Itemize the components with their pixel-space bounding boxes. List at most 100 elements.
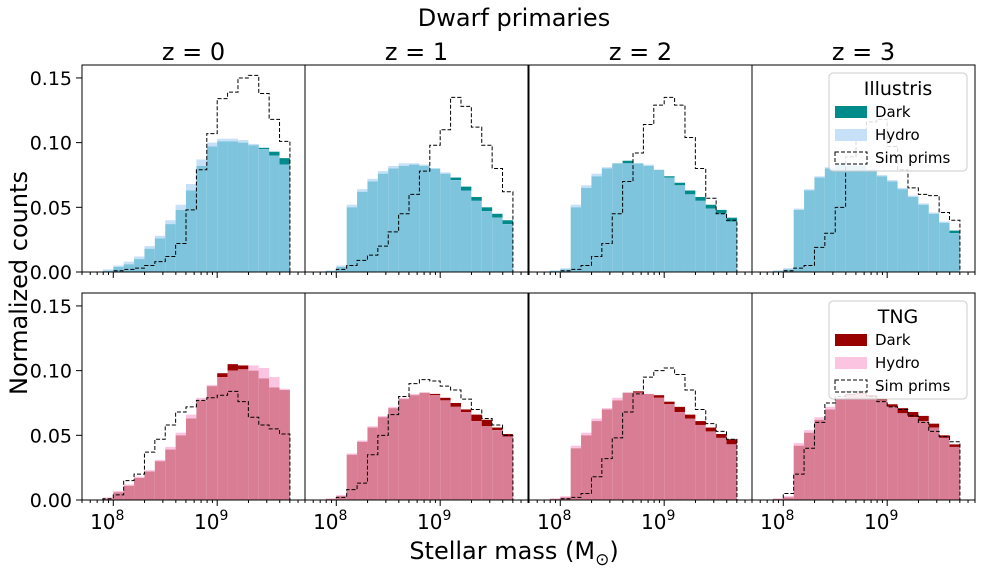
hydro-bar [939,221,950,223]
x-tick-label: 109 [641,508,675,534]
x-tick-exponent: 9 [666,508,675,524]
overlap-bar [772,270,784,272]
overlap-bar [367,181,378,272]
panels-layer: 0.00 0.05 0.10 0.15 z = 0 z = 1 z = 2 z = 3 Illu… [30,38,976,534]
hydro-bar [123,261,135,265]
hydro-bar [377,415,389,418]
overlap-bar [664,404,675,500]
overlap-bar [549,498,561,500]
x-axis-label-main: Stellar mass (M [409,537,595,565]
hydro-bar [570,445,582,449]
sim-prims-step [102,390,291,500]
overlap-bar [102,270,114,272]
panel-frame [751,64,976,273]
overlap-bar [113,492,124,500]
x-tick-exponent: 8 [116,508,125,524]
hydro-bar [793,208,805,210]
panel-row0-col2: z = 2 [528,38,753,278]
overlap-bar [772,498,784,500]
overlap-bar [471,200,482,272]
legend-swatch-dark [835,334,867,346]
hydro-bar [165,446,176,450]
hydro-bar [388,406,399,409]
dark-bar [460,186,472,191]
panel-row0-col3: z = 3 Illustris Dark Hydro Sim prims [751,38,976,278]
overlap-bar [845,395,857,500]
overlap-bar [783,269,794,272]
figure-suptitle: Dwarf primaries [418,4,610,32]
overlap-bar [612,163,623,272]
overlap-bar [502,436,513,500]
x-tick-label: 108 [760,508,794,534]
overlap-bar [856,393,867,500]
hydro-bar [144,246,155,249]
overlap-bar [248,145,259,272]
overlap-bar [186,190,197,272]
hydro-bar [196,397,207,401]
x-tick-base: 10 [194,510,219,534]
dark-bar [217,373,228,378]
overlap-bar [783,497,794,500]
sim-prims-step [325,96,514,273]
overlap-bar [186,418,197,500]
overlap-bar [357,441,368,500]
hydro-bar [206,384,218,387]
overlap-bar [897,413,908,500]
hydro-bar [217,138,228,142]
hydro-bar [336,494,347,497]
legend-entry: Hydro [875,126,920,144]
dark-bar [726,439,737,445]
overlap-bar [835,164,846,272]
overlap-bar [196,165,207,272]
hydro-bar [601,408,613,410]
overlap-bar [165,449,176,500]
x-tick-label: 108 [313,508,347,534]
legend-illustris: Illustris Dark Hydro Sim prims [828,72,968,172]
overlap-bar [928,213,940,272]
overlap-bar [622,163,634,272]
legend-swatch-hydro [835,129,867,141]
hydro-bar [357,189,368,192]
x-tick-exponent: 9 [889,508,898,524]
hydro-bar [269,377,280,388]
y-axis-label: Normalized counts [5,171,33,395]
overlap-bar [227,141,238,272]
legend-frame [828,300,968,400]
overlap-bar [928,427,940,500]
overlap-bar [175,209,187,272]
hydro-bar [887,180,898,182]
hydro-bar [918,203,929,205]
overlap-bar [227,370,238,500]
y-tick-label: 0.00 [30,490,72,512]
overlap-bar [237,142,249,272]
legend-entry: Sim prims [875,149,951,167]
dark-bar [664,401,675,405]
overlap-bar [856,165,867,272]
dark-bar [471,414,482,422]
overlap-bar [196,400,207,500]
x-tick-base: 10 [90,510,115,534]
hydro-bar [237,140,249,143]
overlap-bar [398,399,410,500]
x-tick-label: 108 [537,508,571,534]
overlap-bar [217,377,228,500]
overlap-bar [918,421,929,500]
hydro-bar [102,497,114,499]
hydro-bar [897,187,908,190]
hydro-bar [581,432,592,436]
hydro-bar [440,172,451,174]
dark-bar [928,423,940,428]
overlap-bar [866,396,877,500]
dark-bar [705,204,717,209]
dark-bar [481,207,493,212]
overlap-bar [643,165,654,272]
x-tick-base: 10 [313,510,338,534]
sim-prims-step [325,379,514,501]
x-tick-base: 10 [537,510,562,534]
hydro-bar [409,163,420,165]
overlap-bar [279,390,290,500]
legend-frame [828,72,968,172]
hydro-bar [814,176,825,178]
legend-swatch-dark [835,106,867,118]
overlap-bar [481,426,493,500]
